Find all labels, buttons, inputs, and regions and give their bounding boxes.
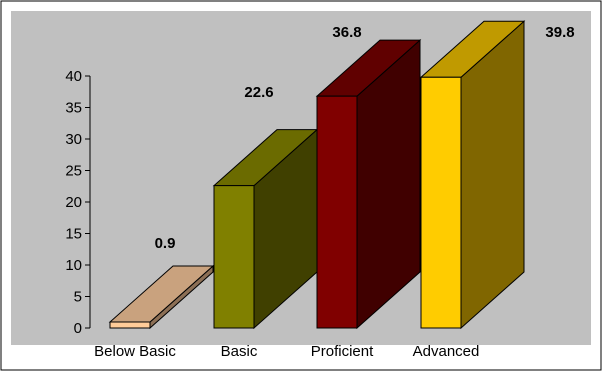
data-labels: 0.9 22.6 36.8 39.8 (155, 24, 575, 252)
category-label: Proficient (311, 343, 374, 360)
data-label: 36.8 (332, 24, 361, 41)
bar (108, 264, 215, 330)
category-labels: Below Basic Basic Proficient Advanced (94, 343, 479, 360)
y-axis: 0 5 10 15 20 25 30 35 40 (65, 68, 91, 337)
bar (419, 20, 526, 330)
y-tick-label: 35 (65, 100, 82, 117)
bars (108, 20, 526, 330)
y-tick-label: 15 (65, 226, 82, 243)
bar-front (420, 76, 462, 329)
y-tick-label: 40 (65, 68, 82, 85)
data-label: 39.8 (545, 24, 574, 41)
y-tick-label: 20 (65, 194, 82, 211)
y-tick-label: 0 (74, 320, 82, 337)
data-label: 0.9 (155, 235, 176, 252)
y-tick-label: 5 (74, 289, 82, 306)
category-label: Basic (221, 343, 258, 360)
y-tick-label: 10 (65, 257, 82, 274)
bar (212, 128, 319, 330)
data-label: 22.6 (244, 84, 273, 101)
category-label: Advanced (413, 343, 480, 360)
bar-front (109, 321, 151, 329)
y-tick-label: 25 (65, 163, 82, 180)
bar-front (316, 95, 358, 329)
category-label: Below Basic (94, 343, 176, 360)
y-tick-label: 30 (65, 131, 82, 148)
bar-front (213, 185, 255, 329)
bar (315, 39, 422, 330)
